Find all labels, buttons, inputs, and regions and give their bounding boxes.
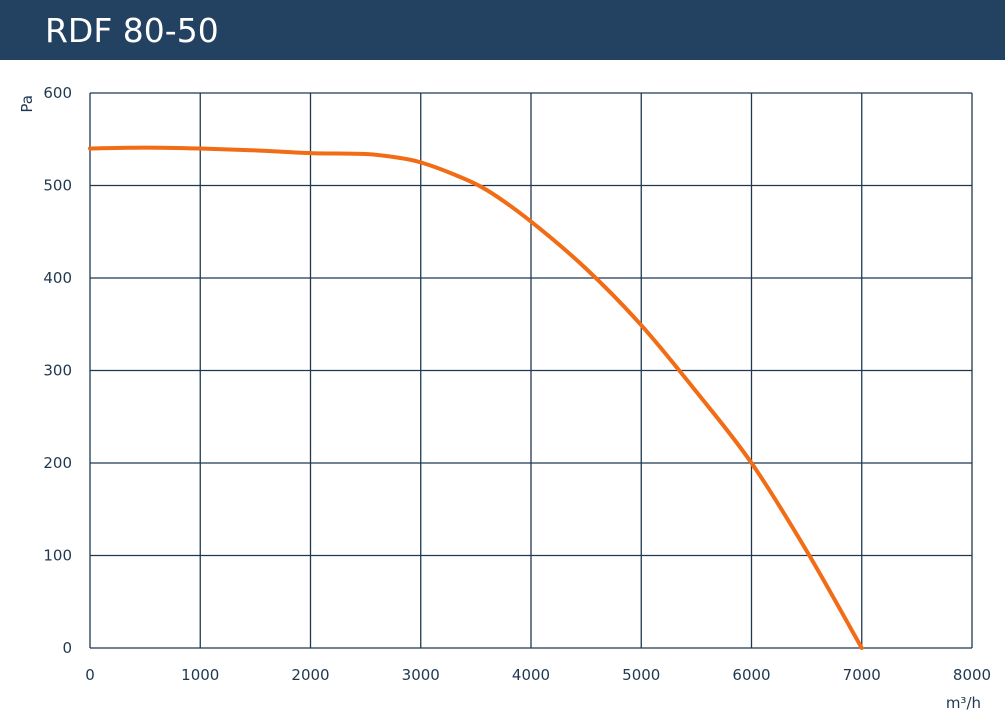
x-tick-label: 7000 [843,666,881,684]
fan-curve-line [88,145,864,650]
tick-labels: 0 1000 2000 3000 4000 5000 6000 7000 8000 0 100 200… [43,84,991,684]
x-tick-label: 3000 [402,666,440,684]
y-tick-label: 500 [43,177,72,195]
y-axis-label: Pa [18,95,36,113]
y-tick-label: 400 [43,269,72,287]
x-tick-label: 8000 [953,666,991,684]
title-bar: RDF 80-50 [0,0,1005,60]
x-tick-label: 6000 [732,666,770,684]
x-tick-label: 4000 [512,666,550,684]
y-tick-label: 0 [62,639,72,657]
x-tick-label: 0 [85,666,95,684]
chart-title: RDF 80-50 [45,10,219,50]
x-tick-label: 2000 [291,666,329,684]
y-tick-label: 200 [43,454,72,472]
x-tick-label: 5000 [622,666,660,684]
y-tick-label: 300 [43,362,72,380]
x-tick-label: 1000 [181,666,219,684]
grid [89,92,973,649]
x-axis-label: m³/h [946,694,981,712]
series-layer [88,145,864,650]
y-tick-label: 600 [43,84,72,102]
y-tick-label: 100 [43,547,72,565]
